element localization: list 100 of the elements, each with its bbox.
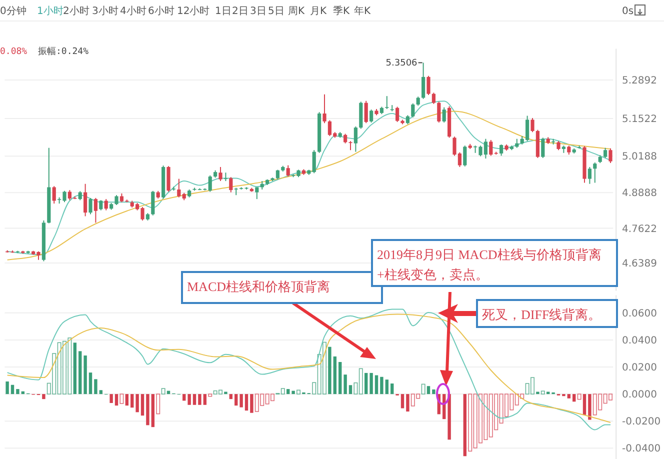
text: 季K <box>333 5 350 17</box>
text: 0分钟 <box>0 5 26 17</box>
candlestick <box>416 96 420 106</box>
y-tick-label: 5.2892 <box>622 75 657 86</box>
candlestick <box>99 200 103 211</box>
candlestick <box>114 194 118 206</box>
candlestick <box>604 147 608 158</box>
bar <box>130 394 134 408</box>
text: 1小时 <box>37 5 64 17</box>
y-tick-label: -0.0200 <box>622 416 661 428</box>
y-tick-label: -0.0400 <box>622 444 661 455</box>
bar <box>110 394 113 403</box>
annotation: 振幅:0.24% <box>38 46 90 57</box>
candlestick <box>104 198 108 211</box>
candlestick <box>463 145 467 167</box>
bar <box>572 394 576 402</box>
y-tick-label: 4.6389 <box>622 258 657 270</box>
bar <box>234 394 238 406</box>
text: 2日 <box>232 6 248 17</box>
candlestick <box>489 139 493 156</box>
candlestick <box>541 137 545 158</box>
bar <box>99 390 102 394</box>
candlestick <box>556 140 560 151</box>
bar <box>448 394 451 440</box>
text: 周K <box>288 6 305 17</box>
bar <box>6 381 9 394</box>
candlestick <box>432 92 436 104</box>
candlestick <box>588 166 592 184</box>
bar <box>229 394 232 400</box>
text: 2小时 <box>63 5 90 17</box>
text: 3日 <box>250 6 266 17</box>
bar <box>73 342 76 394</box>
bar <box>84 356 87 394</box>
candlestick <box>151 190 155 216</box>
y-tick-label: 5.1522 <box>622 114 657 126</box>
candlestick <box>84 183 88 217</box>
bar <box>338 362 342 394</box>
bar <box>390 384 394 394</box>
bar <box>16 389 20 394</box>
text: 0s <box>622 6 634 17</box>
bar <box>198 394 202 405</box>
candlestick <box>593 162 597 184</box>
bar <box>140 394 144 416</box>
bar <box>400 394 404 408</box>
candlestick <box>322 94 326 124</box>
y-tick-label: 5.0188 <box>622 152 657 163</box>
candlestick <box>437 101 441 124</box>
text: 3小时 <box>92 5 118 17</box>
bar <box>374 375 378 394</box>
bar <box>136 394 139 412</box>
candlestick <box>364 100 368 124</box>
candlestick <box>385 96 389 110</box>
annotation: 死叉，DIFF线背离。 <box>482 307 602 322</box>
text: 6小时 <box>148 5 174 17</box>
candlestick <box>530 118 534 133</box>
text: 5日 <box>268 6 284 17</box>
text: 年K <box>354 5 371 17</box>
candlestick <box>500 144 504 156</box>
candlestick <box>88 197 92 215</box>
candlestick <box>608 148 612 164</box>
text: 12小时 <box>177 5 210 17</box>
annotation: 2019年8月9日 MACD柱线与价格顶背离 <box>377 247 602 262</box>
bar <box>10 384 14 394</box>
candlestick <box>344 133 348 144</box>
annotation: MACD柱线和价格顶背离 <box>187 279 330 294</box>
bar <box>182 394 186 401</box>
y-tick-label: 0.0000 <box>622 390 657 401</box>
candlestick <box>406 114 410 125</box>
candlestick <box>567 145 571 156</box>
bar <box>432 389 436 394</box>
annotation: 0.08% <box>0 47 28 57</box>
bar <box>188 394 191 405</box>
text: 1日 <box>215 6 232 17</box>
candlestick <box>348 140 352 151</box>
bar <box>370 372 373 394</box>
bar <box>78 351 82 394</box>
bar <box>385 380 388 394</box>
bar <box>380 376 384 394</box>
bar <box>333 356 336 394</box>
text: 月K <box>310 6 327 17</box>
candlestick <box>426 75 430 96</box>
annotation: +柱线变色，卖点。 <box>377 267 488 282</box>
text: 4小时 <box>120 5 146 17</box>
candlestick <box>229 176 233 193</box>
y-tick-label: 4.7622 <box>622 224 657 235</box>
annotation: 5.3506 <box>386 58 418 69</box>
candlestick <box>411 102 415 118</box>
candlestick <box>52 186 56 204</box>
bar <box>42 394 46 400</box>
candlestick <box>370 109 374 124</box>
candlestick <box>354 126 358 152</box>
candlestick <box>78 190 82 201</box>
candlestick <box>276 169 280 180</box>
bar <box>567 394 570 398</box>
candlestick <box>208 174 212 192</box>
bar <box>344 374 347 394</box>
candlestick <box>396 106 400 122</box>
y-tick-label: 0.0200 <box>622 362 657 374</box>
bar <box>244 394 248 411</box>
candlestick <box>442 106 446 124</box>
